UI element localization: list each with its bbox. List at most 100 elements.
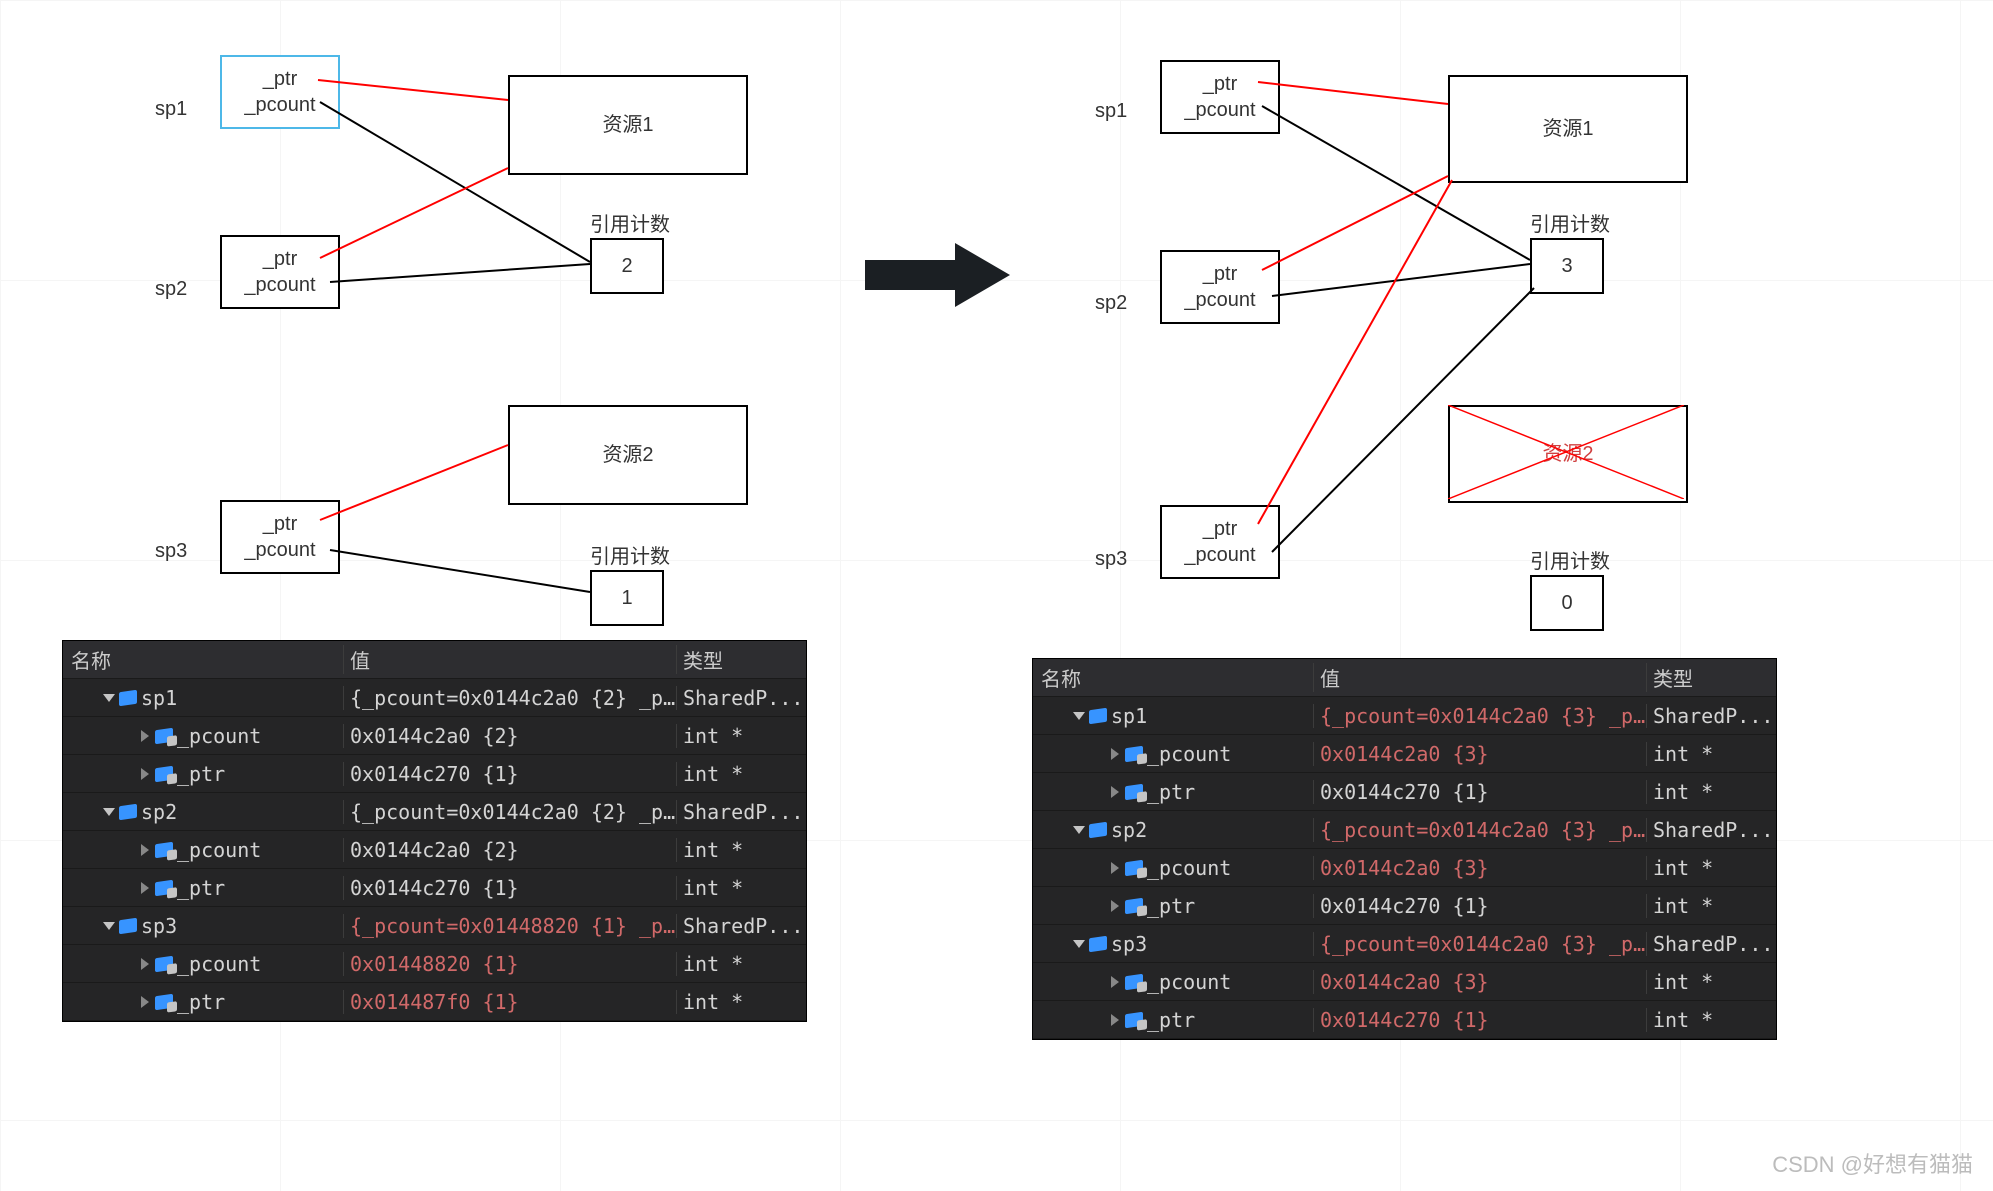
debugger-table-right: 名称值类型 sp1 {_pcount=0x0144c2a0 {3} _pt...… <box>1032 658 1777 1040</box>
var-value: {_pcount=0x0144c2a0 {3} _pt... <box>1313 704 1646 728</box>
var-value: 0x0144c2a0 {3} <box>1313 742 1646 766</box>
expand-icon[interactable] <box>103 692 115 704</box>
watermark: CSDN @好想有猫猫 <box>1772 1147 1973 1179</box>
dbg-row[interactable]: sp2 {_pcount=0x0144c2a0 {3} _pt... Share… <box>1033 811 1776 849</box>
var-name: sp3 <box>141 914 177 938</box>
expand-icon[interactable] <box>1109 1014 1121 1026</box>
var-type: int * <box>1646 1008 1776 1032</box>
var-icon <box>119 917 137 934</box>
expand-icon[interactable] <box>1073 710 1085 722</box>
dbg-row[interactable]: _pcount 0x0144c2a0 {2} int * <box>63 717 806 755</box>
expand-icon[interactable] <box>1109 900 1121 912</box>
var-name: sp1 <box>1111 704 1147 728</box>
box-sp3-right: _ptr _pcount <box>1160 505 1280 579</box>
var-icon <box>1125 973 1143 990</box>
dbg-row[interactable]: _pcount 0x0144c2a0 {3} int * <box>1033 735 1776 773</box>
expand-icon[interactable] <box>103 806 115 818</box>
var-value: 0x0144c2a0 {3} <box>1313 970 1646 994</box>
dbg-row[interactable]: _ptr 0x0144c270 {1} int * <box>1033 887 1776 925</box>
dbg-row[interactable]: _ptr 0x0144c270 {1} int * <box>63 869 806 907</box>
count-label-1-right: 引用计数 <box>1530 208 1610 237</box>
var-icon <box>1125 897 1143 914</box>
var-icon <box>1089 707 1107 724</box>
var-name: _pcount <box>1147 856 1231 880</box>
dbg-header: 名称值类型 <box>1033 659 1776 697</box>
expand-icon[interactable] <box>139 958 151 970</box>
var-value: {_pcount=0x0144c2a0 {2} _pt... <box>343 686 676 710</box>
diagram-right: sp1 sp2 sp3 _ptr _pcount _ptr _pcount _p… <box>0 0 1900 660</box>
expand-icon[interactable] <box>1073 938 1085 950</box>
resource-label: 资源1 <box>1542 116 1593 142</box>
var-icon <box>1125 859 1143 876</box>
var-icon <box>155 727 173 744</box>
dbg-row[interactable]: _ptr 0x0144c270 {1} int * <box>1033 1001 1776 1039</box>
dbg-row[interactable]: _ptr 0x0144c270 {1} int * <box>1033 773 1776 811</box>
label-sp2-right: sp2 <box>1095 292 1127 315</box>
resource-label: 资源2 <box>1542 441 1593 467</box>
dbg-row[interactable]: _pcount 0x0144c2a0 {2} int * <box>63 831 806 869</box>
expand-icon[interactable] <box>103 920 115 932</box>
var-type: int * <box>1646 780 1776 804</box>
label-sp3-right: sp3 <box>1095 548 1127 571</box>
count-value: 0 <box>1561 590 1572 616</box>
var-type: int * <box>676 838 806 862</box>
expand-icon[interactable] <box>1109 976 1121 988</box>
box-sp1-right: _ptr _pcount <box>1160 60 1280 134</box>
var-name: _pcount <box>1147 970 1231 994</box>
var-icon <box>155 841 173 858</box>
dbg-row[interactable]: _pcount 0x0144c2a0 {3} int * <box>1033 849 1776 887</box>
dbg-row[interactable]: _ptr 0x014487f0 {1} int * <box>63 983 806 1021</box>
var-type: int * <box>1646 742 1776 766</box>
expand-icon[interactable] <box>1109 786 1121 798</box>
dbg-row[interactable]: sp3 {_pcount=0x0144c2a0 {3} _pt... Share… <box>1033 925 1776 963</box>
box-resource2-right: 资源2 <box>1448 405 1688 503</box>
dbg-row[interactable]: sp1 {_pcount=0x0144c2a0 {2} _pt... Share… <box>63 679 806 717</box>
var-icon <box>155 993 173 1010</box>
dbg-row[interactable]: _pcount 0x0144c2a0 {3} int * <box>1033 963 1776 1001</box>
var-name: _pcount <box>1147 742 1231 766</box>
expand-icon[interactable] <box>139 730 151 742</box>
var-value: 0x0144c270 {1} <box>343 762 676 786</box>
dbg-row[interactable]: _ptr 0x0144c270 {1} int * <box>63 755 806 793</box>
var-value: 0x0144c2a0 {3} <box>1313 856 1646 880</box>
expand-icon[interactable] <box>139 996 151 1008</box>
var-icon <box>1125 745 1143 762</box>
label-sp1-right: sp1 <box>1095 100 1127 123</box>
var-type: int * <box>1646 970 1776 994</box>
expand-icon[interactable] <box>139 844 151 856</box>
var-type: int * <box>676 876 806 900</box>
expand-icon[interactable] <box>1073 824 1085 836</box>
var-type: int * <box>676 724 806 748</box>
dbg-row[interactable]: _pcount 0x01448820 {1} int * <box>63 945 806 983</box>
var-value: 0x01448820 {1} <box>343 952 676 976</box>
var-value: {_pcount=0x01448820 {1} _p... <box>343 914 676 938</box>
var-name: _pcount <box>177 724 261 748</box>
var-icon <box>1089 935 1107 952</box>
var-name: _ptr <box>177 876 225 900</box>
expand-icon[interactable] <box>139 768 151 780</box>
expand-icon[interactable] <box>1109 748 1121 760</box>
var-type: SharedP... <box>1646 818 1776 842</box>
ptr-text: _ptr <box>1203 516 1237 542</box>
var-value: 0x0144c270 {1} <box>343 876 676 900</box>
var-value: 0x0144c270 {1} <box>1313 894 1646 918</box>
dbg-row[interactable]: sp2 {_pcount=0x0144c2a0 {2} _pt... Share… <box>63 793 806 831</box>
var-icon <box>1089 821 1107 838</box>
var-icon <box>119 803 137 820</box>
dbg-row[interactable]: sp3 {_pcount=0x01448820 {1} _p... Shared… <box>63 907 806 945</box>
var-icon <box>155 765 173 782</box>
count-value: 3 <box>1561 253 1572 279</box>
dbg-row[interactable]: sp1 {_pcount=0x0144c2a0 {3} _pt... Share… <box>1033 697 1776 735</box>
pcount-text: _pcount <box>1184 287 1255 313</box>
var-type: int * <box>676 952 806 976</box>
expand-icon[interactable] <box>139 882 151 894</box>
var-type: int * <box>676 990 806 1014</box>
var-type: int * <box>1646 894 1776 918</box>
expand-icon[interactable] <box>1109 862 1121 874</box>
ptr-text: _ptr <box>1203 261 1237 287</box>
var-icon <box>119 689 137 706</box>
var-type: SharedP... <box>676 686 806 710</box>
var-value: 0x0144c2a0 {2} <box>343 838 676 862</box>
count-label-2-right: 引用计数 <box>1530 545 1610 574</box>
box-sp2-right: _ptr _pcount <box>1160 250 1280 324</box>
